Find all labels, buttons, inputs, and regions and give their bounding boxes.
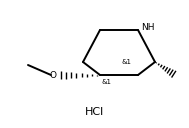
Text: NH: NH <box>141 24 154 33</box>
Text: &1: &1 <box>102 79 112 85</box>
Text: HCl: HCl <box>85 107 105 117</box>
Text: O: O <box>50 71 57 79</box>
Text: &1: &1 <box>122 59 132 65</box>
